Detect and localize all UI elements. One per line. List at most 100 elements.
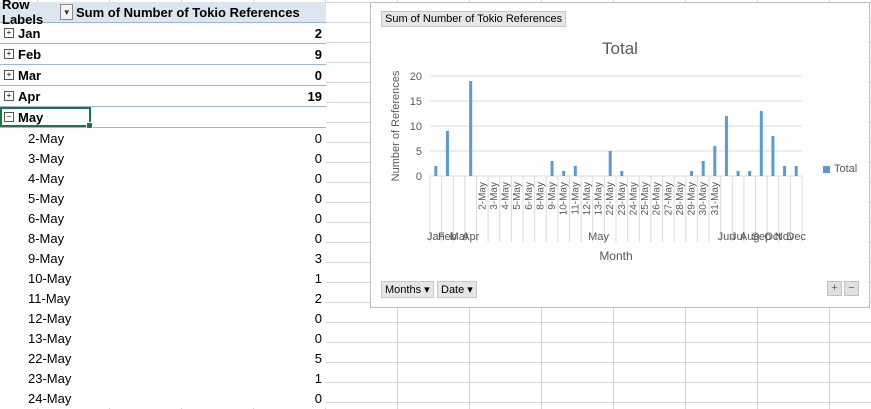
chart-bar[interactable] bbox=[783, 166, 787, 176]
day-value: 5 bbox=[314, 350, 322, 366]
pivot-table[interactable]: Row Labels ▼ Sum of Number of Tokio Refe… bbox=[0, 0, 326, 408]
chart-title[interactable]: Total bbox=[602, 39, 638, 58]
chart-bar[interactable] bbox=[469, 81, 473, 176]
selected-cell-outline bbox=[0, 107, 93, 129]
pivot-day-row[interactable]: 2-May 0 bbox=[0, 128, 326, 148]
day-value: 3 bbox=[314, 250, 322, 266]
pivot-chart[interactable]: Sum of Number of Tokio References Total … bbox=[370, 2, 870, 308]
chart-bar[interactable] bbox=[713, 146, 717, 176]
day-label: 5-May bbox=[28, 190, 65, 206]
day-label: 12-May bbox=[28, 310, 72, 326]
month-value: 2 bbox=[314, 25, 322, 41]
month-label: Mar bbox=[18, 67, 42, 83]
chart-plot[interactable]: 0 5 10 15 20 2-May 3-May 4-May 5-May 6-May 8-May 9-… bbox=[371, 3, 869, 307]
expand-icon[interactable]: + bbox=[4, 91, 14, 101]
day-value: 0 bbox=[314, 210, 322, 226]
x-tick-label: 5-May bbox=[512, 182, 523, 210]
y-tick-label: 5 bbox=[416, 146, 422, 158]
chart-bar[interactable] bbox=[771, 136, 775, 176]
x-tick-label: 4-May bbox=[501, 182, 512, 210]
expand-icon[interactable]: + bbox=[4, 49, 14, 59]
chart-bar[interactable] bbox=[736, 171, 740, 176]
chart-bar[interactable] bbox=[759, 111, 763, 176]
x-tick-label: 9-May bbox=[547, 182, 558, 210]
x-tick-label: 2-May bbox=[477, 182, 488, 210]
pivot-day-row[interactable]: 6-May 0 bbox=[0, 208, 326, 228]
day-value: 0 bbox=[314, 230, 322, 246]
chart-bar[interactable] bbox=[445, 131, 449, 176]
day-value: 2 bbox=[314, 290, 322, 306]
chart-bar[interactable] bbox=[550, 161, 554, 176]
day-value: 0 bbox=[314, 130, 322, 146]
x-tick-label: 6-May bbox=[524, 182, 535, 210]
x-group-label: Dec bbox=[786, 231, 806, 243]
chart-bar[interactable] bbox=[701, 161, 705, 176]
pivot-day-row[interactable]: 22-May 5 bbox=[0, 348, 326, 368]
x-tick-label: 28-May bbox=[675, 182, 686, 215]
pivot-month-row[interactable]: + Feb 9 bbox=[0, 44, 326, 65]
pivot-day-row[interactable]: 12-May 0 bbox=[0, 308, 326, 328]
pivot-day-row[interactable]: 10-May 1 bbox=[0, 268, 326, 288]
expand-icon[interactable]: + bbox=[4, 28, 14, 38]
collapse-icon[interactable]: − bbox=[4, 112, 14, 122]
x-tick-label: 11-May bbox=[570, 182, 581, 215]
chart-bar[interactable] bbox=[620, 171, 624, 176]
y-axis-title[interactable]: Number of References bbox=[390, 70, 402, 181]
row-labels-filter-dropdown-icon[interactable]: ▼ bbox=[60, 4, 73, 20]
x-tick-label: 29-May bbox=[687, 182, 698, 215]
chart-bar[interactable] bbox=[690, 171, 694, 176]
chart-bar[interactable] bbox=[794, 166, 798, 176]
collapse-field-button[interactable]: − bbox=[844, 281, 859, 296]
pivot-day-row[interactable]: 11-May 2 bbox=[0, 288, 326, 308]
day-label: 24-May bbox=[28, 390, 72, 406]
x-tick-label: 13-May bbox=[594, 182, 605, 215]
x-tick-label: 12-May bbox=[582, 182, 593, 215]
x-group-label: Feb bbox=[438, 231, 457, 243]
month-label: May bbox=[18, 109, 44, 125]
chart-legend[interactable]: Total bbox=[823, 163, 857, 175]
day-label: 4-May bbox=[28, 170, 65, 186]
day-value: 0 bbox=[314, 310, 322, 326]
chart-bar[interactable] bbox=[573, 166, 577, 176]
sum-header[interactable]: Sum of Number of Tokio References bbox=[76, 4, 300, 20]
pivot-day-row[interactable]: 8-May 0 bbox=[0, 228, 326, 248]
axis-months-button[interactable]: Months ▾ bbox=[381, 281, 434, 298]
day-label: 3-May bbox=[28, 150, 65, 166]
expand-icon[interactable]: + bbox=[4, 70, 14, 80]
pivot-day-row[interactable]: 24-May 0 bbox=[0, 388, 326, 408]
pivot-day-row[interactable]: 13-May 0 bbox=[0, 328, 326, 348]
day-label: 13-May bbox=[28, 330, 72, 346]
chart-bar[interactable] bbox=[562, 171, 566, 176]
axis-date-button[interactable]: Date ▾ bbox=[437, 281, 477, 298]
row-labels-header[interactable]: Row Labels ▼ bbox=[0, 0, 73, 27]
day-value: 0 bbox=[314, 170, 322, 186]
pivot-month-row[interactable]: − May bbox=[0, 107, 326, 129]
x-group-label: Jun bbox=[718, 231, 736, 243]
chart-bar[interactable] bbox=[434, 166, 438, 176]
x-axis-title[interactable]: Month bbox=[599, 249, 632, 263]
month-value: 0 bbox=[314, 67, 322, 83]
pivot-day-row[interactable]: 9-May 3 bbox=[0, 248, 326, 268]
pivot-month-row[interactable]: + Mar 0 bbox=[0, 65, 326, 86]
y-tick-label: 10 bbox=[410, 121, 422, 133]
day-value: 0 bbox=[314, 150, 322, 166]
pivot-month-row[interactable]: + Jan 2 bbox=[0, 23, 326, 44]
pivot-day-row[interactable]: 23-May 1 bbox=[0, 368, 326, 388]
chart-bar[interactable] bbox=[724, 116, 728, 176]
day-value: 1 bbox=[314, 370, 322, 386]
x-group-label: Jan bbox=[427, 231, 445, 243]
day-value: 1 bbox=[314, 270, 322, 286]
chart-value-field-button[interactable]: Sum of Number of Tokio References bbox=[381, 11, 567, 27]
expand-field-button[interactable]: + bbox=[827, 281, 842, 296]
pivot-day-row[interactable]: 3-May 0 bbox=[0, 148, 326, 168]
day-label: 9-May bbox=[28, 250, 65, 266]
pivot-month-row[interactable]: + Apr 19 bbox=[0, 86, 326, 107]
pivot-day-row[interactable]: 4-May 0 bbox=[0, 168, 326, 188]
x-tick-label: 25-May bbox=[640, 182, 651, 215]
day-label: 11-May bbox=[28, 290, 71, 306]
chart-bar[interactable] bbox=[748, 171, 752, 176]
chart-bar[interactable] bbox=[608, 151, 612, 176]
pivot-day-row[interactable]: 5-May 0 bbox=[0, 188, 326, 208]
x-group-label: May bbox=[588, 231, 609, 243]
day-label: 10-May bbox=[28, 270, 72, 286]
